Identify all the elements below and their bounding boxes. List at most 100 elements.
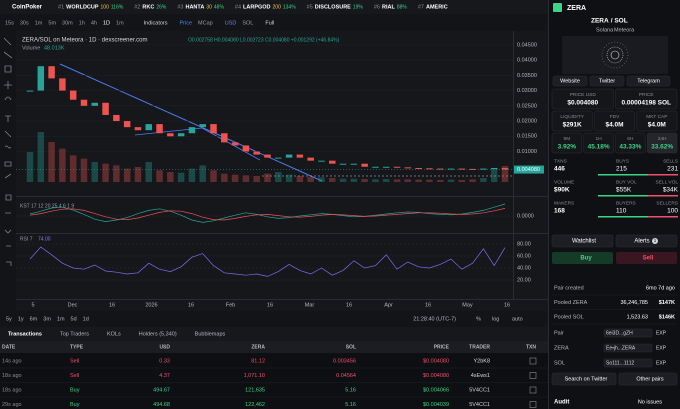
interval[interactable]: 1D	[103, 20, 110, 26]
volume-bar	[123, 168, 131, 182]
link-label[interactable]: Website	[560, 78, 580, 84]
link-button[interactable]	[552, 75, 588, 87]
txn-link[interactable]	[529, 357, 537, 365]
ticker-name[interactable]: DISCLOSURE	[315, 4, 351, 10]
x-tick-label: 5	[31, 302, 34, 308]
tab[interactable]: Top Traders	[60, 331, 89, 337]
link-label[interactable]: Telegram	[637, 78, 660, 84]
brand: CoinPoker	[12, 5, 43, 11]
stat-label: SELL VOL	[656, 179, 679, 185]
explorer[interactable]: EXP	[656, 330, 667, 336]
cell: Buy	[70, 387, 80, 393]
stat-value: 0.00004198 SOL	[621, 100, 671, 107]
x-tick-label: Feb	[226, 302, 235, 308]
address[interactable]: 6ei3D...gZH	[606, 330, 633, 336]
interval[interactable]: 1m	[35, 20, 43, 26]
interval[interactable]: 1m	[116, 20, 124, 26]
txn-link[interactable]	[529, 386, 537, 394]
address-box[interactable]	[603, 358, 653, 368]
range[interactable]: 3m	[43, 316, 51, 322]
tab[interactable]: Holders (5,340)	[139, 331, 177, 337]
cell: $0.004066	[423, 387, 449, 393]
volume-bar	[339, 178, 347, 182]
search[interactable]: Search on Twitter	[565, 376, 608, 382]
ticker-badge: 100	[101, 4, 110, 10]
search-button[interactable]	[551, 372, 617, 386]
interval[interactable]: 4h	[91, 20, 97, 26]
x-tick-label: 16	[504, 302, 510, 308]
alerts-button[interactable]	[615, 234, 678, 248]
interval[interactable]: 15s	[5, 20, 14, 26]
tool-icon[interactable]	[3, 37, 13, 266]
buy[interactable]: Buy	[580, 256, 592, 262]
tab[interactable]: Transactions	[8, 331, 42, 337]
cell: Sell	[70, 373, 79, 379]
ticker-name[interactable]: WORLDCUP	[66, 4, 99, 10]
address-box[interactable]	[603, 328, 653, 338]
stat-box	[636, 110, 678, 132]
cell: 494.67	[153, 387, 170, 393]
toolbar-sol[interactable]: SOL	[242, 20, 253, 26]
range[interactable]: 5y	[6, 316, 12, 322]
interval[interactable]: 1h	[79, 20, 85, 26]
address-box[interactable]	[603, 343, 653, 353]
toolbar-full[interactable]: Full	[265, 20, 274, 26]
candle	[383, 166, 390, 168]
buy-button[interactable]	[552, 252, 613, 264]
ticker-name[interactable]: HANTA	[185, 4, 204, 10]
volume-bar	[242, 175, 250, 182]
kst-signal	[29, 208, 506, 221]
range[interactable]: 1d	[83, 316, 89, 322]
watchlist[interactable]: Watchlist	[572, 239, 596, 245]
percent[interactable]: %	[476, 316, 481, 322]
ratio-bar	[598, 174, 648, 176]
tab[interactable]: KOLs	[107, 331, 121, 337]
sell[interactable]: Sell	[643, 256, 654, 262]
stat-value: 446	[554, 166, 565, 173]
volume-bar	[426, 179, 433, 182]
explorer[interactable]: EXP	[656, 345, 667, 351]
toolbar-price[interactable]: Price	[180, 20, 193, 26]
log[interactable]: log	[492, 316, 499, 322]
link-label[interactable]: Twitter	[599, 78, 615, 84]
column-header: DATE	[2, 344, 16, 350]
ticker-name[interactable]: RIAL	[382, 4, 395, 10]
txn-link[interactable]	[529, 401, 537, 408]
interval[interactable]: 30m	[62, 20, 73, 26]
explorer[interactable]: EXP	[656, 360, 667, 366]
ticker-name[interactable]: AMERIC	[426, 4, 448, 10]
stat-box	[615, 132, 646, 154]
other[interactable]: Other pairs	[636, 376, 663, 382]
watchlist-button[interactable]	[551, 234, 614, 248]
toolbar-usd[interactable]: USD	[225, 20, 237, 26]
stat-label: 1H	[596, 136, 603, 142]
y-tick-label: 80.00	[517, 241, 531, 247]
address[interactable]: So111...1112	[606, 360, 634, 366]
address[interactable]: Ee•jh...ZERA	[606, 345, 636, 351]
toolbar-mcap[interactable]: MCap	[198, 20, 213, 26]
sell-button[interactable]	[616, 252, 677, 264]
range[interactable]: 5d	[71, 316, 77, 322]
ticker-bar	[0, 0, 548, 14]
link-button[interactable]	[589, 75, 625, 87]
toolbar-indicators[interactable]: Indicators	[144, 20, 168, 26]
range[interactable]: 6m	[30, 316, 38, 322]
interval[interactable]: 5m	[48, 20, 56, 26]
range[interactable]: 1y	[18, 316, 24, 322]
txn-link[interactable]	[529, 372, 537, 379]
volume-bar	[458, 180, 466, 182]
interval[interactable]: 30s	[20, 20, 29, 26]
ticker-name[interactable]: LARPGOD	[243, 4, 271, 10]
token-image	[601, 41, 629, 69]
link-button[interactable]	[626, 75, 671, 87]
range[interactable]: 1m	[57, 316, 65, 322]
ratio-bar	[598, 195, 648, 197]
ticker-change: 48%	[214, 4, 225, 10]
tab[interactable]: Bubblemaps	[195, 331, 226, 337]
ticker-rank: #7	[418, 4, 424, 10]
auto[interactable]: auto	[512, 316, 523, 322]
candle	[177, 133, 185, 137]
other-button[interactable]	[618, 372, 678, 386]
alerts[interactable]: Alerts	[634, 239, 649, 245]
ticker-name[interactable]: RKC	[142, 4, 154, 10]
